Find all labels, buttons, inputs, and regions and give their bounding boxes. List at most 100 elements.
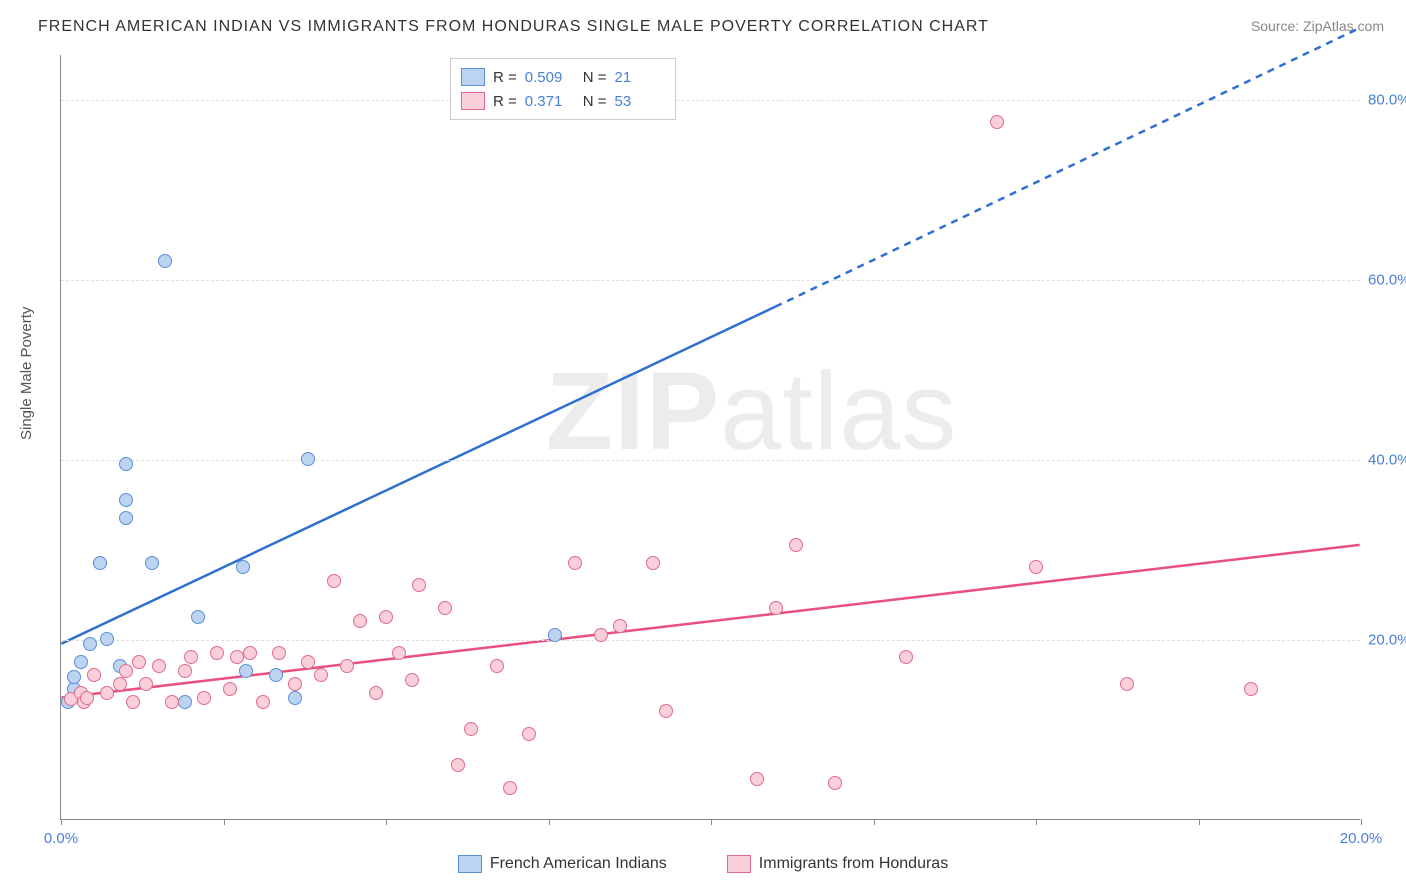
watermark: ZIPatlas: [546, 348, 957, 475]
data-point: [80, 691, 94, 705]
legend-r-label: R =: [493, 69, 517, 86]
data-point: [288, 691, 302, 705]
data-point: [100, 686, 114, 700]
y-tick-label: 20.0%: [1368, 632, 1406, 649]
data-point: [119, 493, 133, 507]
data-point: [74, 655, 88, 669]
legend-series-label: French American Indians: [490, 855, 667, 873]
x-tick: [224, 819, 225, 825]
data-point: [789, 538, 803, 552]
data-point: [152, 659, 166, 673]
data-point: [100, 632, 114, 646]
data-point: [1244, 682, 1258, 696]
data-point: [750, 772, 764, 786]
legend-series-label: Immigrants from Honduras: [759, 855, 948, 873]
legend-swatch: [461, 68, 485, 86]
legend-r-value: 0.509: [525, 69, 575, 86]
data-point: [126, 695, 140, 709]
data-point: [119, 664, 133, 678]
data-point: [464, 722, 478, 736]
data-point: [659, 704, 673, 718]
x-tick: [1036, 819, 1037, 825]
data-point: [197, 691, 211, 705]
data-point: [184, 650, 198, 664]
data-point: [369, 686, 383, 700]
data-point: [828, 776, 842, 790]
data-point: [490, 659, 504, 673]
x-tick-label: 0.0%: [44, 830, 78, 847]
data-point: [191, 610, 205, 624]
legend-swatch: [727, 855, 751, 873]
data-point: [113, 677, 127, 691]
data-point: [503, 781, 517, 795]
x-tick-label: 20.0%: [1340, 830, 1383, 847]
y-tick-label: 40.0%: [1368, 452, 1406, 469]
legend-n-label: N =: [583, 69, 607, 86]
data-point: [613, 619, 627, 633]
data-point: [1029, 560, 1043, 574]
x-tick: [711, 819, 712, 825]
x-tick: [61, 819, 62, 825]
gridline: [61, 460, 1360, 461]
y-axis-label: Single Male Poverty: [18, 307, 35, 440]
data-point: [178, 695, 192, 709]
legend-item: French American Indians: [458, 855, 667, 873]
legend-swatch: [458, 855, 482, 873]
data-point: [646, 556, 660, 570]
y-tick-label: 60.0%: [1368, 272, 1406, 289]
data-point: [93, 556, 107, 570]
trendline-extrapolated: [775, 28, 1359, 307]
x-tick: [1199, 819, 1200, 825]
data-point: [165, 695, 179, 709]
plot-area: ZIPatlas 20.0%40.0%60.0%80.0%0.0%20.0%: [60, 55, 1360, 820]
trendline: [61, 545, 1359, 698]
watermark-rest: atlas: [720, 350, 957, 473]
legend-n-label: N =: [583, 93, 607, 110]
data-point: [412, 578, 426, 592]
chart-title: FRENCH AMERICAN INDIAN VS IMMIGRANTS FRO…: [38, 18, 989, 36]
data-point: [272, 646, 286, 660]
legend-item: Immigrants from Honduras: [727, 855, 948, 873]
legend-r-value: 0.371: [525, 93, 575, 110]
watermark-bold: ZIP: [546, 350, 720, 473]
source-label: Source: ZipAtlas.com: [1251, 18, 1384, 34]
data-point: [119, 511, 133, 525]
data-point: [899, 650, 913, 664]
legend-row: R = 0.371 N = 53: [461, 89, 665, 113]
data-point: [236, 560, 250, 574]
legend-r-label: R =: [493, 93, 517, 110]
data-point: [522, 727, 536, 741]
data-point: [178, 664, 192, 678]
legend-n-value: 53: [615, 93, 665, 110]
data-point: [87, 668, 101, 682]
gridline: [61, 280, 1360, 281]
legend-swatch: [461, 92, 485, 110]
data-point: [379, 610, 393, 624]
data-point: [353, 614, 367, 628]
data-point: [1120, 677, 1134, 691]
data-point: [132, 655, 146, 669]
data-point: [239, 664, 253, 678]
data-point: [243, 646, 257, 660]
data-point: [83, 637, 97, 651]
data-point: [405, 673, 419, 687]
data-point: [548, 628, 562, 642]
data-point: [119, 457, 133, 471]
data-point: [451, 758, 465, 772]
data-point: [314, 668, 328, 682]
data-point: [139, 677, 153, 691]
gridline: [61, 640, 1360, 641]
legend-n-value: 21: [615, 69, 665, 86]
gridline: [61, 100, 1360, 101]
data-point: [568, 556, 582, 570]
x-tick: [1361, 819, 1362, 825]
data-point: [269, 668, 283, 682]
x-tick: [386, 819, 387, 825]
data-point: [288, 677, 302, 691]
data-point: [301, 655, 315, 669]
data-point: [392, 646, 406, 660]
x-tick: [874, 819, 875, 825]
data-point: [340, 659, 354, 673]
y-tick-label: 80.0%: [1368, 92, 1406, 109]
data-point: [210, 646, 224, 660]
